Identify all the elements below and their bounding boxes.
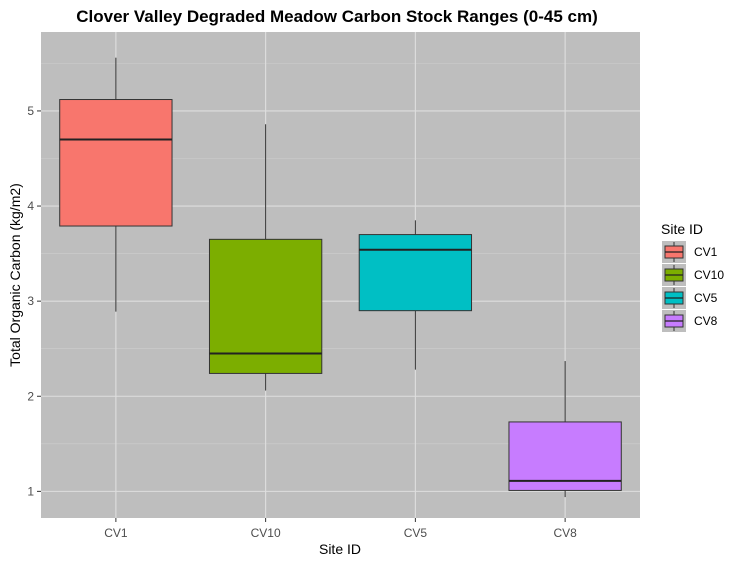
legend-title: Site ID — [661, 221, 703, 237]
legend-label: CV1 — [694, 245, 718, 259]
y-tick-label: 1 — [27, 484, 34, 498]
x-tick-label: CV1 — [104, 526, 128, 540]
box-iqr — [508, 421, 622, 491]
legend-key-cv1 — [662, 241, 686, 263]
box-iqr — [59, 99, 173, 227]
box-layer — [59, 57, 622, 498]
box-cv10 — [208, 124, 323, 391]
legend-key-cv10 — [662, 264, 686, 286]
box-cv1 — [59, 57, 173, 312]
box-cv5 — [358, 220, 473, 370]
box-iqr — [358, 234, 473, 312]
box-cv8 — [508, 361, 622, 498]
legend-label: CV5 — [694, 291, 718, 305]
legend-label: CV10 — [694, 268, 724, 282]
x-tick-label: CV5 — [404, 526, 428, 540]
x-tick-label: CV8 — [553, 526, 577, 540]
x-tick-label: CV10 — [251, 526, 281, 540]
legend-key-cv8 — [662, 310, 686, 332]
legend-key-cv5 — [662, 287, 686, 309]
legend: Site ID CV1 CV10 CV5 CV8 — [661, 221, 724, 332]
x-axis-title: Site ID — [319, 541, 361, 557]
y-axis-title: Total Organic Carbon (kg/m2) — [7, 183, 23, 367]
box-iqr — [208, 238, 323, 374]
chart-title: Clover Valley Degraded Meadow Carbon Sto… — [76, 7, 598, 26]
axis-layer: 1 2 3 4 5 CV1 CV10 CV5 CV8 — [27, 104, 577, 540]
y-tick-label: 3 — [27, 294, 34, 308]
y-tick-label: 5 — [27, 104, 34, 118]
legend-label: CV8 — [694, 314, 718, 328]
y-tick-label: 2 — [27, 389, 34, 403]
y-tick-label: 4 — [27, 199, 34, 213]
